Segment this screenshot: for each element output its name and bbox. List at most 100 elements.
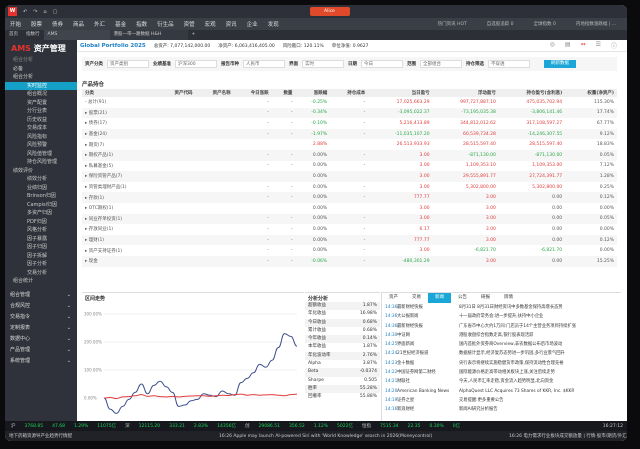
export-icon[interactable]: ⇔	[580, 41, 586, 48]
table-row[interactable]: ▸ 期权产品(1) - -0.00% -3.00 -871,130.00 -871,130…	[82, 149, 617, 161]
sidebar-item[interactable]: 多资产归因	[27, 210, 53, 216]
tab-index[interactable]: 指数行	[26, 32, 40, 37]
table-row[interactable]: ▸ 存款(1) - -0.00% -777.77 3.00 0.00 0.12%	[82, 192, 617, 203]
news-item[interactable]: 14:36 最新财经快报 8月31日 8月31日财经资讯中多数基金保持高增长态势	[382, 303, 621, 312]
menu-item[interactable]: 基金	[115, 22, 127, 28]
table-row[interactable]: ▸ 私募基金(5) - - 0.00% - 3.00 1,109,353.10 1,109,3…	[82, 161, 617, 172]
menu-right-item[interactable]: 全球指数 0	[533, 22, 556, 27]
menu-item[interactable]: 外汇	[94, 22, 106, 28]
menu-item[interactable]: 指数	[136, 22, 148, 28]
news-tab[interactable]: 研报	[481, 295, 490, 300]
news-item[interactable]: 14:23 金十数据 央行表示将继续实施稳健货币政策,保持流动性合理充裕	[382, 359, 621, 368]
news-item[interactable]: 14:22 中国证券网第二财经 国际能源价格走高带动相关板块上涨,关注后续走势	[382, 368, 621, 377]
tab-hk[interactable]: 港股一带一路数据 H&H	[109, 30, 188, 40]
table-row[interactable]: ▸ 基金(24) - - -1.97% - -11,035,107.20 60,539,73…	[82, 128, 617, 140]
new-tab-button[interactable]: +	[191, 32, 196, 37]
table-row[interactable]: ▸ 期货(7) 2.88% 26,513,933.93 28,515,597.40 28…	[82, 139, 617, 150]
sidebar-item[interactable]: Brinson归因	[27, 193, 56, 199]
filter-select[interactable]: 今日	[361, 60, 403, 68]
sidebar-section[interactable]: 产品管理 ⌄	[5, 345, 77, 356]
news-tab[interactable]: 公告	[458, 295, 467, 300]
calendar-icon[interactable]: ▤	[564, 41, 571, 48]
news-tab[interactable]: 交易	[412, 295, 421, 300]
sidebar-item[interactable]: 实时监控	[5, 81, 77, 90]
sidebar-item[interactable]: 风险预警	[27, 142, 48, 148]
table-row[interactable]: ▸ 保险资管产品(7) 0.00% 3.00 29,555,891.77 27,724,…	[82, 171, 617, 182]
help-icon[interactable]: ⓘ	[610, 43, 617, 50]
column-header[interactable]: 涨跌幅	[295, 89, 331, 97]
news-item[interactable]: 14:30 中证网 港股收盘综合指数走高,银行股表现活跃	[382, 331, 621, 340]
filter-select[interactable]: 不穿透	[488, 60, 530, 68]
sidebar-item[interactable]: 业绩归因	[27, 184, 48, 191]
filter-select[interactable]: 沪深300	[175, 60, 217, 68]
table-row[interactable]: ▸ 存放同业(1) - - 0.00% - 6.17 3.00 0.00 0.00%	[82, 224, 617, 235]
table-row[interactable]: ▸ 同业存单投资(1) - -0.00% -3.00 3.00 0.00 0.05%	[82, 213, 617, 225]
home-icon[interactable]: ⌂	[43, 8, 47, 15]
sidebar-item[interactable]: Campisi归因	[27, 201, 57, 208]
sidebar-section[interactable]: 合规风控 ⌄	[5, 301, 77, 312]
back-icon[interactable]: ↶	[23, 8, 28, 15]
table-row[interactable]: ▸ 股票(21) - - -0.34% - -3,095,022.37 -73,195,03…	[82, 107, 617, 119]
sidebar-section[interactable]: 数据中心 ⌄	[5, 334, 77, 345]
table-row[interactable]: - 总计(91) - - -0.25% - 17,025,663.29 997,727,88…	[82, 97, 617, 108]
news-item[interactable]: 14:24 21世纪经济报道 数据统计显示,经济复苏态势进一步巩固,多行业景气回升	[382, 349, 621, 358]
column-header[interactable]: 当日盈亏	[368, 89, 433, 97]
table-row[interactable]: ▸ 资管类理财产品(1) - - 0.00% - 3.00 5,302,800.00 5,30…	[82, 182, 617, 193]
news-tab[interactable]: 舆情	[504, 295, 513, 300]
bottom-right[interactable]: 16:26 电力需求行业板块成交额放量 | 行情·股市/期货/外汇	[509, 434, 627, 439]
news-item[interactable]: 14:25 界面新闻 国内首批外资券商Overview,非农数据公布后市场波动	[382, 340, 621, 349]
menu-item[interactable]: 债券	[52, 22, 64, 28]
filter-select[interactable]: 全部组合	[420, 60, 462, 68]
sidebar-item[interactable]: 交易分析	[27, 269, 48, 276]
news-item[interactable]: 14:36 大公报新闻 十一届政府常务会:进一步提升,扶持中小企业	[382, 312, 621, 321]
sidebar-item[interactable]: 绩效评价	[13, 167, 34, 174]
bottom-left[interactable]: 地下药箱资源导产业趋势行情配	[9, 434, 72, 439]
sidebar-item[interactable]: 风险指标	[27, 133, 48, 140]
bottom-center[interactable]: 16:26 Apple may launch AI-powered Siri w…	[219, 433, 433, 439]
news-item[interactable]: 14:20 American Banking News AlphaQuest LLC…	[382, 387, 621, 396]
window-icon[interactable]: ▢	[52, 8, 58, 15]
tab-home[interactable]: 首页	[9, 32, 18, 37]
column-header[interactable]: 资产代码	[157, 89, 196, 97]
news-tab[interactable]: 资产	[389, 295, 398, 300]
sidebar-item[interactable]: 因子暴露	[27, 235, 48, 242]
menu-item[interactable]: 股票	[31, 22, 43, 28]
sidebar-section[interactable]: 交易指令 ⌄	[5, 312, 77, 323]
sidebar-section[interactable]: 定制报表 ⌄	[5, 323, 77, 334]
sidebar-item[interactable]: 组合分析	[13, 74, 34, 80]
column-header[interactable]: 浮动盈亏	[432, 89, 499, 97]
news-item[interactable]: 14:19 证券之星 交易提醒:更多重要公告	[382, 396, 621, 405]
table-row[interactable]: ▸ 债券(17) - - -0.10% - 5,216,413.89 344,812,012…	[82, 118, 617, 129]
menu-item[interactable]: 资讯	[225, 22, 237, 28]
sidebar-item[interactable]: 风险值管理	[27, 150, 53, 157]
sidebar-search[interactable]: 组合分析	[13, 57, 34, 63]
sidebar-item[interactable]: 因子分析	[27, 261, 48, 267]
sidebar-item[interactable]: 因子拆解	[27, 252, 48, 259]
filter-select[interactable]: 实时	[302, 60, 344, 68]
sidebar-item[interactable]: 交易成本	[27, 125, 48, 131]
sidebar-item[interactable]: 必备	[13, 65, 24, 72]
filter-select[interactable]: 人民币	[243, 60, 285, 68]
table-row[interactable]: ▸ 资产支持证券(1) - - 0.00% - 3.00 -6,821.70 -6,821.7…	[82, 245, 617, 256]
table-row[interactable]: ▸ OTC期权(1) 0.00% 3.00 3.00 0.00 0.00%	[82, 203, 617, 214]
filter-select[interactable]: 资产类别	[107, 60, 149, 68]
sidebar-item[interactable]: 风格分析	[27, 227, 48, 233]
menu-right-item[interactable]: 自选股追踪 0	[486, 22, 514, 27]
tab-ams[interactable]: AMS	[43, 30, 110, 40]
forward-icon[interactable]: ↷	[33, 8, 38, 15]
table-row[interactable]: ▸ 现金 - - -0.06% - -480,301.29 3.00 0.00 15.25%	[82, 255, 617, 267]
menu-item[interactable]: 资管	[183, 22, 195, 28]
sidebar-item[interactable]: 资产配置	[27, 99, 48, 106]
portfolio-selector[interactable]: Global Portfolio 2025	[80, 42, 146, 49]
refresh-button[interactable]: 刷新数据	[544, 60, 576, 68]
menu-item[interactable]: 开始	[10, 22, 22, 28]
menu-right-item[interactable]: 内地指数涨跌幅 | ...	[575, 22, 616, 27]
column-header[interactable]: 分类	[82, 89, 158, 97]
column-header[interactable]: 资产名称	[195, 89, 234, 97]
sidebar-item[interactable]: 历史收益	[27, 116, 48, 123]
sidebar-section[interactable]: 组合管理 ⌄	[5, 290, 77, 301]
news-tab[interactable]: 新闻	[428, 293, 451, 303]
sidebar-item[interactable]: 绩效分析	[27, 176, 48, 182]
menu-item[interactable]: 企业	[246, 22, 258, 28]
news-item[interactable]: 14:16 新浪财经 新闻AI研究分析报告	[382, 405, 621, 414]
